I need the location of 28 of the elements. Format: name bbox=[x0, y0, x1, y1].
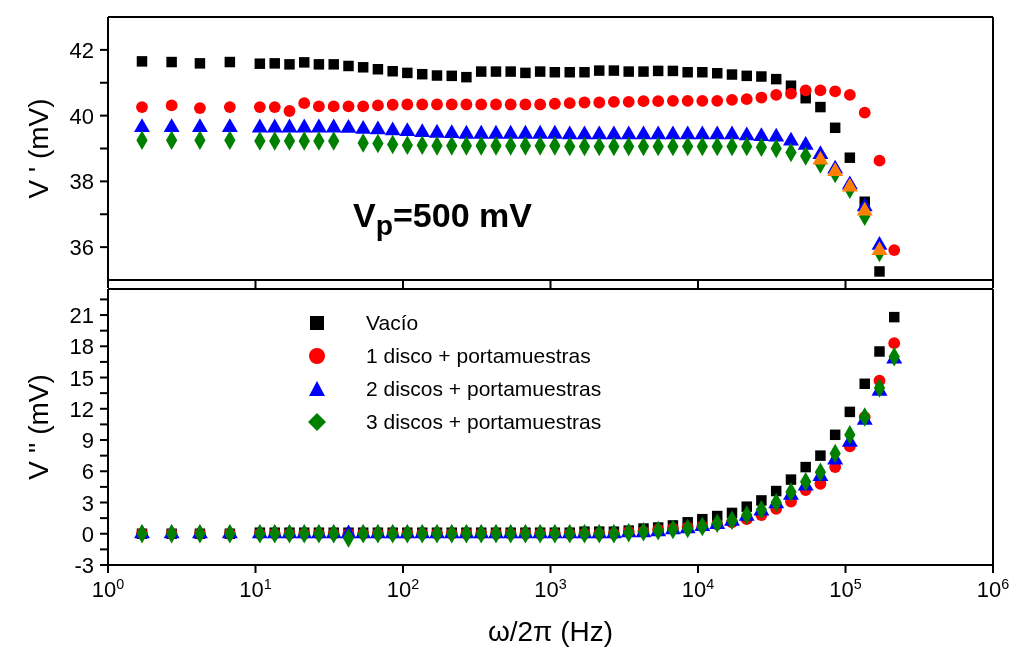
legend-label: Vacío bbox=[366, 310, 419, 336]
y-tick-label: 12 bbox=[69, 396, 94, 422]
x-tick-label: 10$^{6}$ bbox=[976, 576, 1010, 602]
x-tick-label: 10$^{4}$ bbox=[681, 576, 715, 602]
y-tick-label: 38 bbox=[69, 169, 94, 195]
y-tick-label: 42 bbox=[69, 37, 94, 63]
y-tick-label: -3 bbox=[74, 553, 94, 578]
x-tick-label: 10$^{1}$ bbox=[239, 576, 272, 602]
y-tick-label: 15 bbox=[69, 365, 94, 391]
y-tick-label: 0 bbox=[81, 521, 94, 547]
y-tick-label: 18 bbox=[69, 334, 94, 360]
y-tick-label: 6 bbox=[81, 459, 94, 485]
y-axis-title: V ' (mV) bbox=[22, 98, 54, 199]
y-tick-label: 40 bbox=[69, 103, 94, 129]
x-tick-label: 10$^{3}$ bbox=[534, 576, 567, 602]
y-tick-label: 3 bbox=[81, 490, 94, 516]
y-tick-label: 36 bbox=[69, 235, 94, 261]
x-tick-label: 10$^{0}$ bbox=[91, 576, 125, 602]
legend-label: 2 discos + portamuestras bbox=[366, 376, 602, 402]
y-tick-label: 21 bbox=[69, 303, 94, 329]
x-axis-title: ω/2π (Hz) bbox=[487, 616, 614, 647]
y-tick-label: 9 bbox=[81, 428, 94, 454]
legend-label: 1 disco + portamuestras bbox=[366, 343, 591, 369]
x-tick-label: 10$^{2}$ bbox=[386, 576, 420, 602]
x-tick-label: 10$^{5}$ bbox=[829, 576, 862, 602]
annotation: V$_{p}$=500 mV bbox=[353, 196, 532, 242]
y-axis-title: V '' (mV) bbox=[22, 374, 54, 480]
legend-label: 3 discos + portamuestras bbox=[366, 409, 602, 435]
